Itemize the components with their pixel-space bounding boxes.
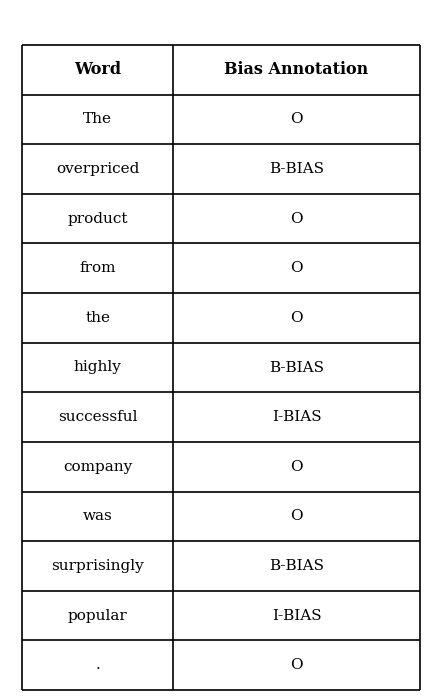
Text: O: O [290,211,303,225]
Text: from: from [80,261,116,275]
Text: company: company [63,460,132,474]
Text: product: product [67,211,128,225]
Text: surprisingly: surprisingly [51,559,144,573]
Text: O: O [290,460,303,474]
Text: popular: popular [68,608,127,622]
Text: O: O [290,658,303,672]
Text: O: O [290,113,303,127]
Text: Bias Annotation: Bias Annotation [225,62,369,78]
Text: I-BIAS: I-BIAS [272,410,321,424]
Text: B-BIAS: B-BIAS [269,162,324,176]
Text: I-BIAS: I-BIAS [272,608,321,622]
Text: O: O [290,510,303,524]
Text: Word: Word [74,62,121,78]
Text: the: the [85,311,110,325]
Text: .: . [95,658,100,672]
Text: The: The [83,113,112,127]
Text: successful: successful [58,410,137,424]
Text: B-BIAS: B-BIAS [269,360,324,374]
Text: O: O [290,311,303,325]
Text: B-BIAS: B-BIAS [269,559,324,573]
Text: O: O [290,261,303,275]
Text: was: was [83,510,113,524]
Text: highly: highly [74,360,122,374]
Text: overpriced: overpriced [56,162,139,176]
